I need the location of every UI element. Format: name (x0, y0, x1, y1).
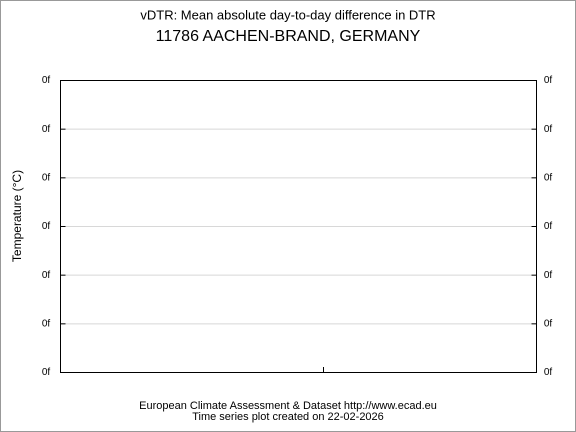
y-tick-label-right: 0f (544, 367, 553, 378)
chart-subtitle: 11786 AACHEN-BRAND, GERMANY (156, 28, 421, 45)
y-tick-label-right: 0f (544, 270, 553, 281)
y-tick-label-right: 0f (544, 318, 553, 329)
y-tick-label-right: 0f (544, 221, 553, 232)
y-tick-label-right: 0f (544, 124, 553, 135)
y-tick-label: 0f (42, 318, 51, 329)
y-tick-label-right: 0f (544, 172, 553, 183)
y-tick-label: 0f (42, 270, 51, 281)
y-tick-label: 0f (42, 172, 51, 183)
y-tick-label-right: 0f (544, 75, 553, 86)
y-tick-label: 0f (42, 75, 51, 86)
footer: European Climate Assessment & Dataset ht… (139, 400, 437, 412)
chart-title: vDTR: Mean absolute day-to-day differenc… (140, 7, 435, 22)
y-tick-label: 0f (42, 221, 51, 232)
footer: Time series plot created on 22-02-2026 (192, 411, 384, 423)
y-axis-label: Temperature (°C) (10, 170, 24, 262)
y-tick-label: 0f (42, 124, 51, 135)
y-tick-label: 0f (42, 367, 51, 378)
